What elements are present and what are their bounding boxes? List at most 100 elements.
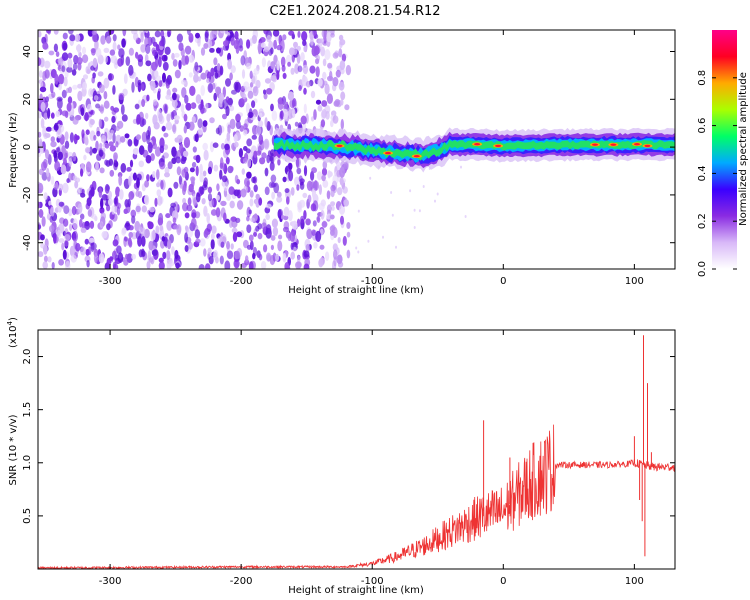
spectrogram-noise-cell bbox=[190, 217, 197, 229]
spectrogram-noise-cell bbox=[91, 30, 98, 36]
spectrogram-noise-cell bbox=[99, 104, 105, 114]
spectrogram-noise-cell bbox=[226, 241, 230, 250]
spectrogram-noise-cell bbox=[339, 177, 344, 186]
spectrogram-noise-cell bbox=[209, 47, 215, 53]
spectrogram-noise-cell bbox=[188, 241, 193, 250]
spectrogram-noise-cell bbox=[271, 191, 275, 200]
spectrogram-noise-cell bbox=[184, 45, 192, 55]
spectrogram-noise-cell bbox=[140, 44, 146, 53]
spectrogram-noise-cell bbox=[195, 154, 201, 164]
spectrogram-noise-cell bbox=[72, 84, 78, 90]
spectrogram-noise-cell bbox=[98, 253, 105, 264]
spectrogram-noise-cell bbox=[164, 172, 170, 178]
spectrogram-noise-cell bbox=[64, 140, 70, 149]
spectrogram-noise-cell bbox=[60, 164, 67, 175]
spectrogram-noise-cell bbox=[168, 260, 175, 267]
spectrogram-peak-core bbox=[634, 143, 640, 146]
spectrogram-noise-cell bbox=[246, 224, 252, 233]
spectrogram-noise-cell bbox=[303, 45, 307, 52]
colorbar-label: Normalized spectral amplitude bbox=[738, 72, 749, 226]
spectrogram-noise-cell bbox=[180, 103, 185, 113]
spectrogram-noise-cell bbox=[270, 235, 276, 241]
spectrogram-noise-cell bbox=[345, 64, 352, 76]
spectrogram-noise-cell bbox=[212, 142, 219, 148]
spectrogram-noise-cell bbox=[96, 130, 101, 137]
spectrogram-noise-cell bbox=[253, 150, 258, 158]
spectrogram-noise-cell bbox=[213, 92, 217, 102]
spectrogram-noise-cell bbox=[116, 245, 122, 254]
spectrogram-noise-cell bbox=[310, 90, 316, 99]
spectrogram-noise-cell bbox=[99, 167, 105, 174]
spectrogram-noise-cell bbox=[95, 103, 101, 109]
spectrogram-noise-cell bbox=[316, 215, 320, 222]
spectrogram-noise-cell bbox=[322, 71, 327, 80]
spectrogram-noise-cell bbox=[203, 149, 209, 161]
spectrogram-noise-cell bbox=[47, 256, 52, 263]
spectrogram-noise-cell bbox=[333, 249, 338, 260]
spectrogram-noise-cell bbox=[155, 225, 160, 234]
spectrogram-noise-cell bbox=[286, 231, 291, 239]
spectrogram-noise-cell bbox=[210, 238, 215, 250]
spectrogram-noise-cell bbox=[171, 210, 179, 221]
spectrogram-noise-cell bbox=[74, 34, 81, 42]
spectrogram-noise-cell bbox=[225, 96, 230, 104]
spectrogram-noise-cell bbox=[72, 218, 78, 230]
spectrogram-noise-cell bbox=[259, 112, 263, 118]
spectrogram-noise-cell bbox=[42, 261, 48, 269]
spectrogram-noise-cell bbox=[158, 79, 163, 87]
spectrogram-noise-cell bbox=[261, 152, 267, 159]
spectrogram-noise-cell bbox=[265, 213, 271, 221]
spectrogram-noise-cell bbox=[310, 170, 315, 181]
spectrogram-noise-cell bbox=[194, 229, 201, 239]
spectrogram-noise-cell bbox=[76, 57, 83, 65]
spectrogram-noise-cell bbox=[172, 217, 177, 224]
spectrogram-noise-cell bbox=[183, 113, 188, 122]
spectrogram-noise-cell bbox=[204, 31, 209, 43]
spectrogram-noise-cell bbox=[79, 218, 83, 228]
spectrogram-noise-cell bbox=[105, 185, 111, 191]
spectrogram-noise-cell bbox=[100, 198, 104, 210]
spectrogram-noise-cell bbox=[280, 110, 284, 119]
spectrogram-noise-cell bbox=[165, 121, 173, 131]
snr-panel: -300 -200 -100 0 100 0.5 1.0 1.5 2.0 Height of … bbox=[6, 317, 676, 596]
spectrogram-noise-cell bbox=[342, 186, 348, 194]
spectrogram-marks bbox=[38, 30, 675, 269]
spectrogram-noise-cell bbox=[290, 187, 295, 196]
spectrogram-noise-cell bbox=[38, 209, 44, 218]
spectrogram-noise-cell bbox=[294, 63, 300, 74]
spectrogram-speck bbox=[391, 213, 394, 217]
spectrogram-noise-cell bbox=[312, 180, 320, 191]
spectrogram-noise-cell bbox=[215, 86, 222, 95]
spectrogram-noise-cell bbox=[234, 30, 239, 40]
spectrogram-noise-cell bbox=[145, 43, 151, 55]
spectrogram-noise-cell bbox=[329, 214, 335, 220]
spectrogram-noise-cell bbox=[128, 191, 135, 200]
spectrogram-noise-cell bbox=[84, 112, 89, 122]
spectrogram-noise-cell bbox=[325, 251, 330, 261]
spectrogram-noise-cell bbox=[203, 248, 207, 257]
spectrogram-noise-cell bbox=[44, 60, 51, 69]
spectrogram-noise-cell bbox=[82, 54, 89, 64]
spectrogram-noise-cell bbox=[233, 81, 239, 91]
spectrogram-noise-cell bbox=[151, 249, 158, 256]
spectrogram-noise-cell bbox=[182, 184, 187, 192]
spectrogram-noise-cell bbox=[166, 113, 171, 123]
spectrogram-noise-cell bbox=[126, 167, 132, 172]
spectrogram-noise-cell bbox=[195, 165, 199, 177]
spectrogram-noise-cell bbox=[263, 93, 268, 100]
spectrogram-noise-cell bbox=[184, 94, 189, 104]
spectrogram-noise-cell bbox=[235, 217, 241, 223]
spectrogram-noise-cell bbox=[311, 167, 317, 174]
spectrogram-noise-cell bbox=[332, 52, 339, 59]
spectrogram-noise-cell bbox=[299, 199, 306, 208]
spectrogram-noise-cell bbox=[117, 58, 123, 67]
spectrogram-noise-cell bbox=[69, 223, 73, 231]
spectrogram-noise-cell bbox=[317, 78, 323, 87]
spectrogram-noise-cell bbox=[62, 182, 69, 194]
spectrogram-noise-cell bbox=[187, 197, 192, 206]
spectrogram-noise-cell bbox=[154, 30, 161, 38]
x-tick-label: -100 bbox=[361, 276, 384, 287]
spectrogram-noise-cell bbox=[92, 57, 98, 68]
spectrogram-noise-cell bbox=[67, 52, 73, 59]
spectrogram-noise-cell bbox=[265, 224, 272, 235]
